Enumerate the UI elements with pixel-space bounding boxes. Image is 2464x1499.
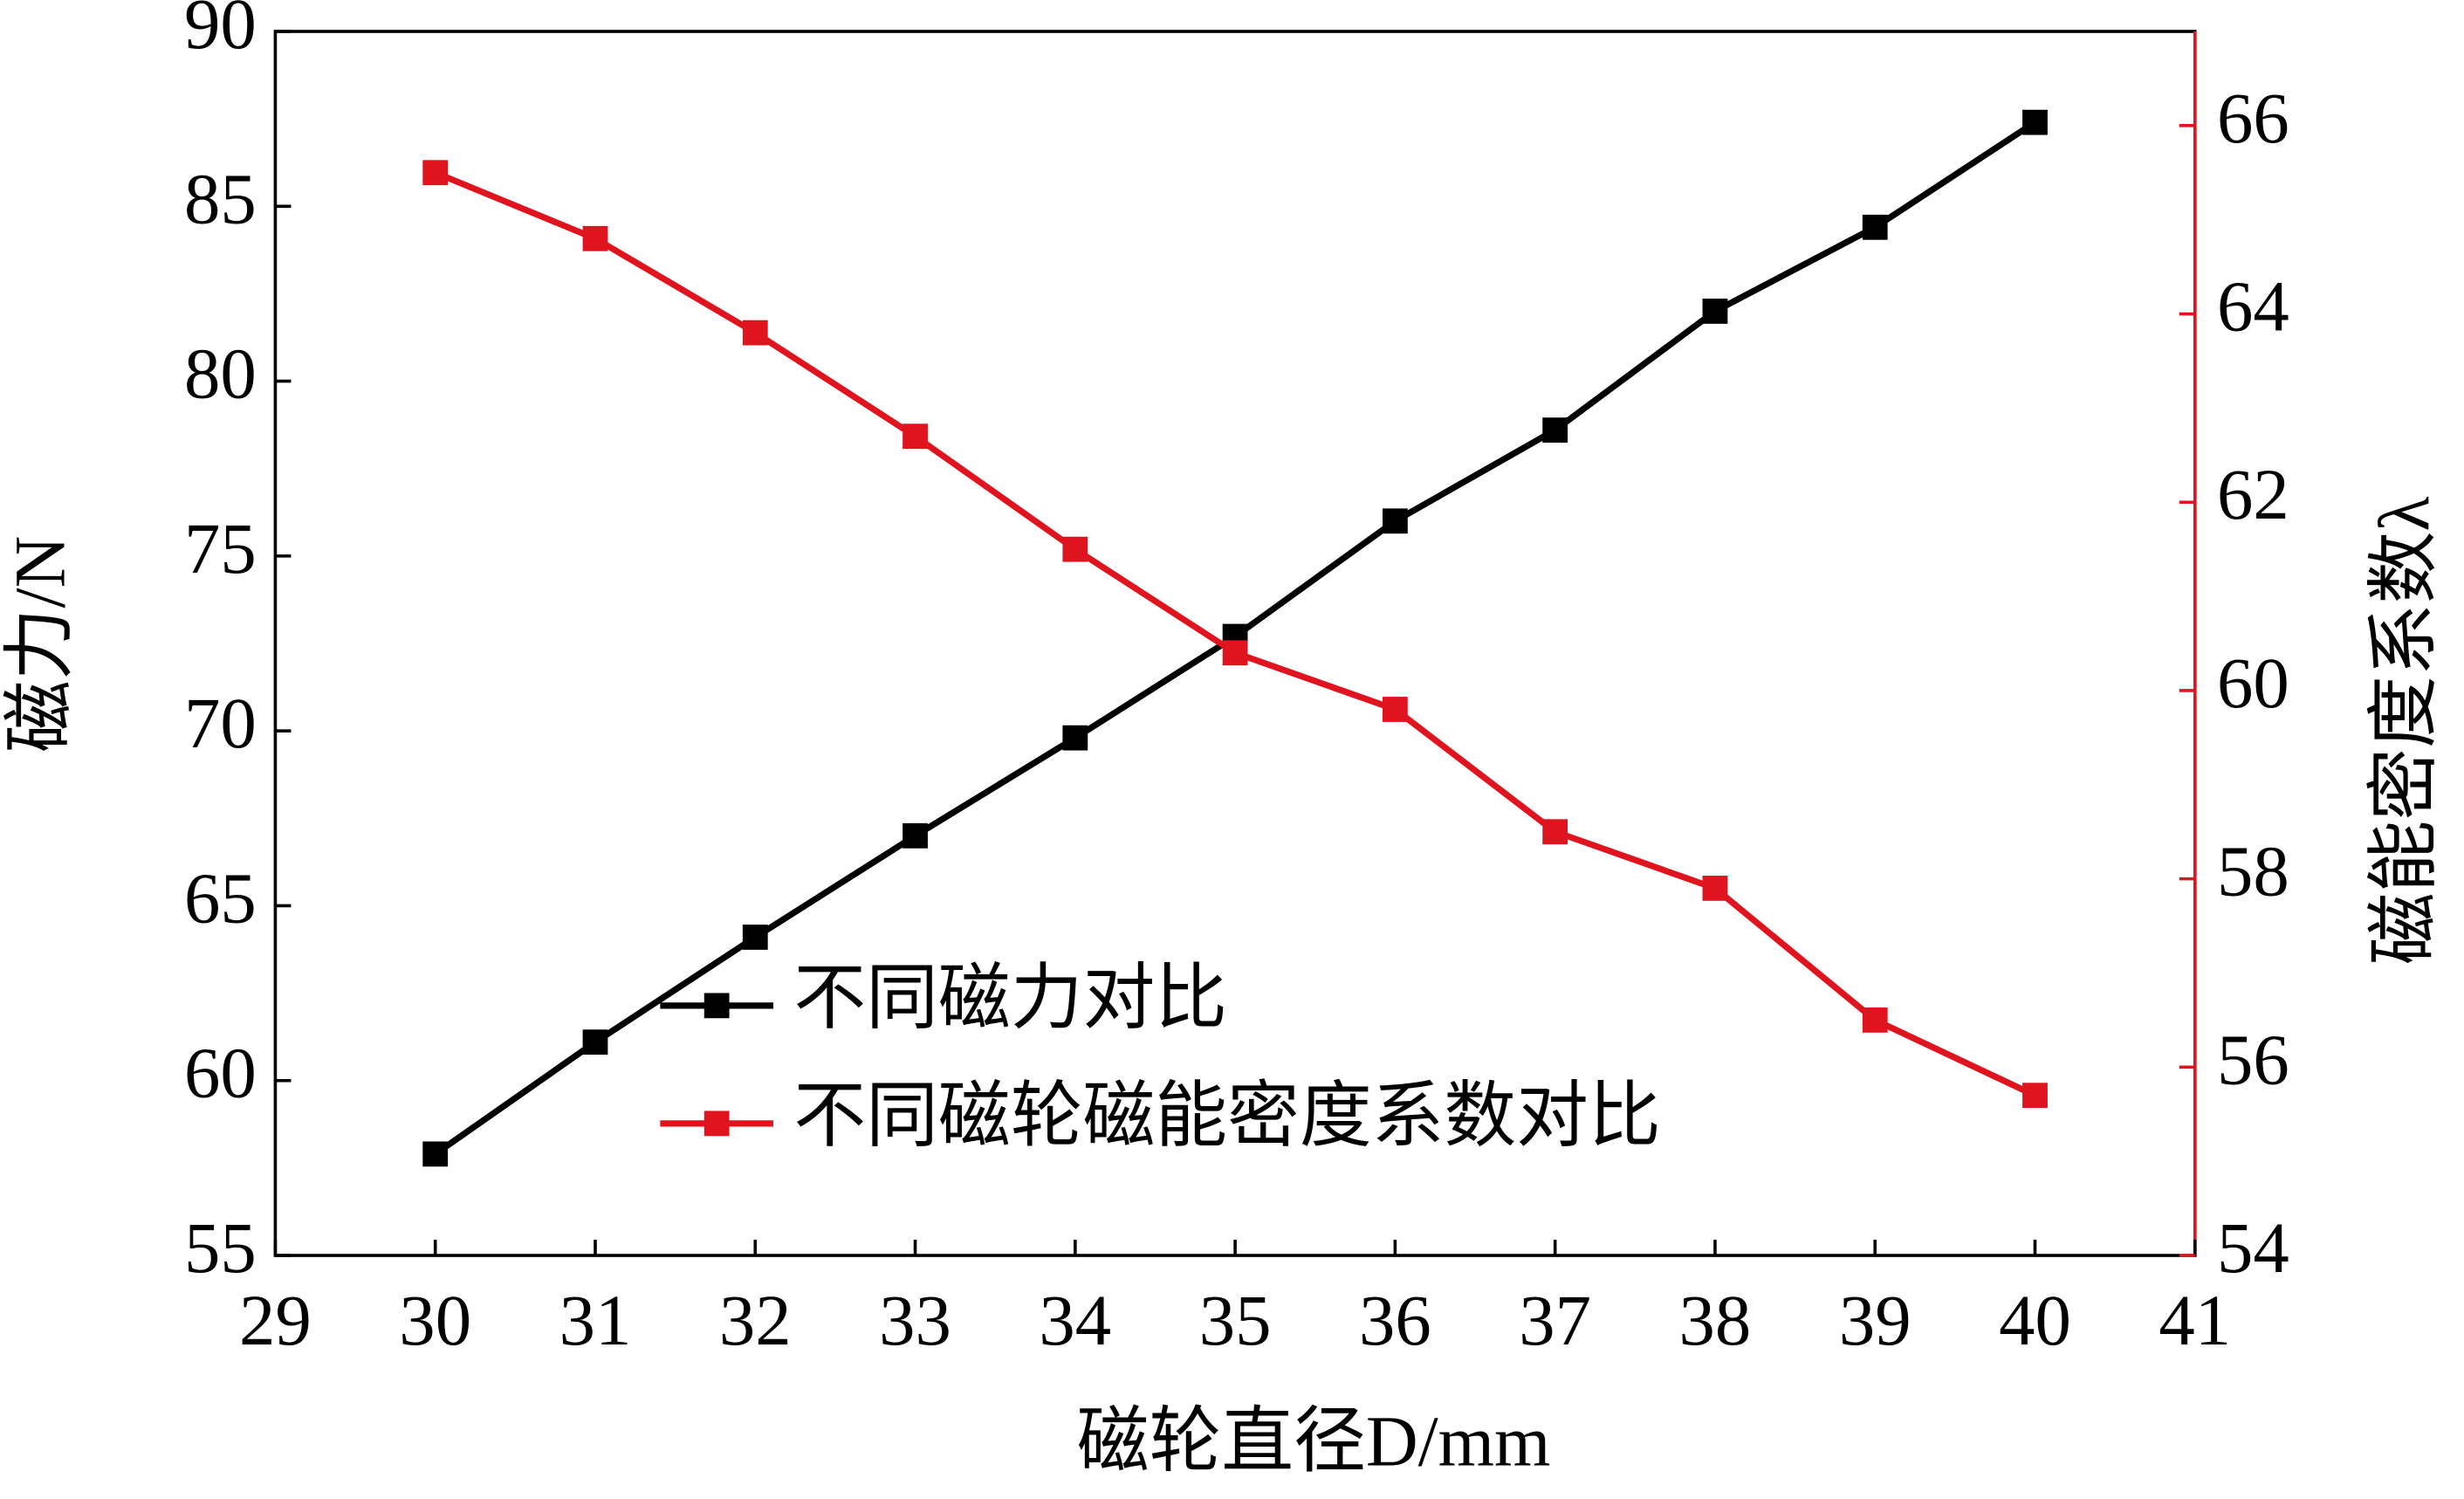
point-marker bbox=[422, 1141, 449, 1167]
y-tick-label: 55 bbox=[184, 1207, 257, 1288]
y-tick-label: 65 bbox=[184, 857, 257, 938]
y2-tick-label: 56 bbox=[2217, 1019, 2289, 1099]
point-marker bbox=[1542, 417, 1568, 444]
y2-tick-label: 64 bbox=[2217, 266, 2289, 347]
legend-marker bbox=[704, 1110, 730, 1137]
point-marker bbox=[1542, 819, 1568, 845]
point-marker bbox=[1222, 640, 1248, 666]
y2-tick-label: 58 bbox=[2217, 831, 2289, 911]
y-tick-label: 70 bbox=[184, 683, 257, 763]
x-tick-label: 32 bbox=[719, 1280, 792, 1360]
x-tick-label: 29 bbox=[239, 1280, 312, 1360]
x-tick-label: 33 bbox=[879, 1280, 951, 1360]
point-marker bbox=[582, 1029, 608, 1055]
point-marker bbox=[422, 160, 449, 186]
x-tick-label: 30 bbox=[399, 1280, 471, 1360]
point-marker bbox=[742, 320, 768, 346]
y2-tick-label: 54 bbox=[2217, 1207, 2289, 1288]
x-tick-label: 38 bbox=[1679, 1280, 1752, 1360]
y2-tick-label: 60 bbox=[2217, 643, 2289, 723]
x-axis-label: 磁轮直径D/mm bbox=[1077, 1400, 1551, 1481]
x-tick-label: 35 bbox=[1199, 1280, 1272, 1360]
y-tick-label: 90 bbox=[184, 0, 257, 64]
x-tick-label: 41 bbox=[2159, 1280, 2231, 1360]
x-tick-label: 37 bbox=[1519, 1280, 1591, 1360]
point-marker bbox=[1382, 508, 1408, 534]
y-tick-label: 80 bbox=[184, 333, 257, 414]
point-marker bbox=[1062, 536, 1088, 562]
point-marker bbox=[1382, 697, 1408, 722]
x-tick-label: 40 bbox=[1999, 1280, 2071, 1360]
point-marker bbox=[2022, 109, 2048, 135]
point-marker bbox=[903, 423, 928, 450]
legend-label: 不同磁轮磁能密度系数对比 bbox=[793, 1076, 1660, 1156]
point-marker bbox=[1862, 214, 1888, 240]
point-marker bbox=[1062, 725, 1088, 751]
y-tick-label: 60 bbox=[184, 1033, 257, 1113]
y-tick-label: 75 bbox=[184, 508, 257, 588]
x-tick-label: 31 bbox=[559, 1280, 632, 1360]
legend-marker bbox=[704, 993, 730, 1019]
y2-tick-label: 62 bbox=[2217, 454, 2289, 534]
y2-tick-label: 66 bbox=[2217, 78, 2289, 158]
y-axis-label: 磁力/N bbox=[0, 536, 79, 753]
point-marker bbox=[1702, 876, 1728, 901]
point-marker bbox=[1702, 299, 1728, 324]
legend-label: 不同磁力对比 bbox=[793, 958, 1227, 1038]
y2-axis-label: 磁能密度系数λ bbox=[2364, 496, 2444, 965]
point-marker bbox=[1862, 1007, 1888, 1033]
x-tick-label: 36 bbox=[1359, 1280, 1431, 1360]
point-marker bbox=[903, 822, 928, 849]
x-tick-label: 34 bbox=[1039, 1280, 1111, 1360]
point-marker bbox=[582, 225, 608, 251]
point-marker bbox=[2022, 1083, 2048, 1109]
x-tick-label: 39 bbox=[1839, 1280, 1911, 1360]
point-marker bbox=[742, 925, 768, 950]
y-tick-label: 85 bbox=[184, 158, 257, 238]
